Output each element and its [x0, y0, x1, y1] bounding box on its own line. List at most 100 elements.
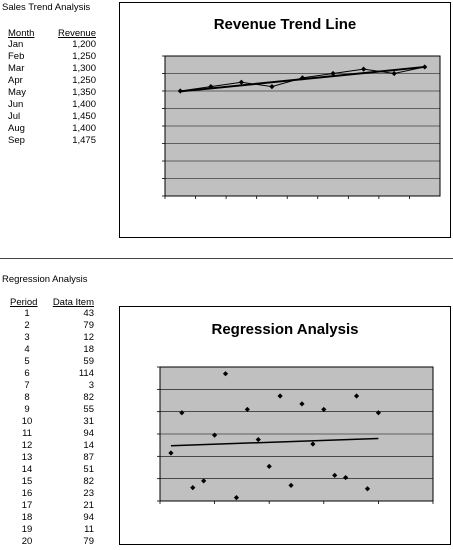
month-cell: Sep: [8, 135, 25, 146]
data-point: [168, 450, 174, 456]
revenue-cell: 1,475: [72, 135, 96, 146]
period-cell: 17: [21, 500, 33, 511]
table-row: 5 59: [10, 356, 94, 368]
table-row: 14 51: [10, 464, 94, 476]
data-point: [422, 64, 428, 70]
month-cell: May: [8, 87, 26, 98]
table-row: 12 14: [10, 440, 94, 452]
month-cell: Jul: [8, 111, 21, 122]
month-cell: Jan: [8, 39, 24, 50]
table-row: Aug 1,400: [8, 123, 96, 135]
data-item-cell: 114: [78, 368, 94, 379]
data-item-cell: 82: [83, 392, 94, 403]
data-item-cell: 94: [83, 428, 94, 439]
period-cell: 18: [21, 512, 33, 523]
period-cell: 20: [21, 536, 33, 547]
table-row: 6 114: [10, 368, 94, 380]
period-cell: 10: [21, 416, 33, 427]
trend-line: [170, 437, 379, 447]
period-column-header: Period: [10, 296, 38, 308]
sales-table: Month Revenue Jan 1,200 Feb 1,250 Mar 1,300 Ap…: [8, 27, 96, 147]
data-point: [330, 70, 336, 77]
table-row: 10 31: [10, 416, 94, 428]
table-row: 16 23: [10, 488, 94, 500]
chart-title: Regression Analysis: [211, 321, 358, 338]
data-item-cell: 87: [83, 452, 94, 463]
month-cell: Aug: [8, 123, 25, 134]
table-row: 3 12: [10, 332, 94, 344]
revenue-cell: 1,250: [72, 51, 96, 62]
data-item-cell: 14: [83, 440, 94, 451]
period-cell: 6: [24, 368, 30, 379]
data-item-cell: 59: [83, 356, 94, 367]
month-cell: Feb: [8, 51, 25, 62]
table-row: Jul 1,450: [8, 111, 96, 123]
table-row: Jun 1,400: [8, 99, 96, 111]
table-row: 20 79: [10, 536, 94, 548]
regression-table: Period Data Item 1 43 2 79 3 12 4 18 5 59 6 114 7 3 8 8…: [10, 296, 94, 548]
table-row: May 1,350: [8, 87, 96, 99]
table-row: 2 79: [10, 320, 94, 332]
table-row: 11 94: [10, 428, 94, 440]
data-item-cell: 11: [84, 524, 94, 535]
revenue-cell: 1,350: [72, 87, 96, 98]
table-row: Jan 1,200: [8, 39, 96, 51]
data-item-cell: 94: [83, 512, 94, 523]
section-divider: [0, 258, 453, 259]
revenue-cell: 1,400: [72, 99, 96, 110]
regression-scatter-chart: Regression Analysis: [157, 321, 434, 504]
data-point: [269, 84, 275, 90]
period-cell: 1: [24, 308, 30, 319]
trend-line: [180, 65, 425, 93]
table-row: 13 87: [10, 452, 94, 464]
sales-section-title: Sales Trend Analysis: [2, 2, 91, 13]
chart-title: Revenue Trend Line: [214, 16, 357, 33]
period-cell: 7: [24, 380, 30, 391]
revenue-column-header: Revenue: [57, 27, 96, 39]
period-cell: 11: [22, 428, 32, 439]
table-row: 18 94: [10, 512, 94, 524]
data-item-cell: 12: [83, 332, 94, 343]
period-cell: 2: [24, 320, 30, 331]
table-row: 15 82: [10, 476, 94, 488]
data-item-cell: 18: [83, 344, 94, 355]
table-row: 19 11: [10, 524, 94, 536]
period-cell: 3: [24, 332, 30, 343]
period-cell: 4: [24, 344, 30, 355]
period-cell: 13: [21, 452, 33, 463]
period-cell: 14: [21, 464, 33, 475]
revenue-cell: 1,400: [72, 123, 96, 134]
table-row: Sep 1,475: [8, 135, 96, 147]
table-row: Mar 1,300: [8, 63, 96, 75]
data-item-cell: 79: [83, 320, 94, 331]
period-cell: 8: [24, 392, 30, 403]
table-row: 17 21: [10, 500, 94, 512]
data-item-cell: 21: [83, 500, 94, 511]
data-item-cell: 79: [83, 536, 94, 547]
data-point: [361, 66, 367, 72]
data-item-column-header: Data Item: [52, 296, 94, 308]
table-row: 1 43: [10, 308, 94, 320]
data-point: [222, 371, 229, 377]
revenue-trend-chart: Revenue Trend Line: [162, 16, 441, 199]
data-item-cell: 51: [83, 464, 94, 475]
revenue-cell: 1,300: [72, 63, 96, 74]
data-item-cell: 3: [88, 380, 94, 391]
month-cell: Apr: [8, 75, 23, 86]
period-cell: 5: [24, 356, 30, 367]
month-cell: Jun: [8, 99, 24, 110]
data-item-cell: 55: [83, 404, 94, 415]
data-item-cell: 23: [83, 488, 94, 499]
data-point: [299, 75, 306, 81]
table-row: 9 55: [10, 404, 94, 416]
revenue-cell: 1,450: [72, 111, 96, 122]
table-row: Apr 1,250: [8, 75, 96, 87]
data-point: [310, 441, 316, 447]
regression-chart-frame: Regression Analysis: [119, 306, 451, 545]
month-column-header: Month: [8, 27, 35, 39]
revenue-chart-frame: Revenue Trend Line: [119, 2, 451, 238]
period-cell: 16: [21, 488, 33, 499]
month-cell: Mar: [8, 63, 25, 74]
table-row: 4 18: [10, 344, 94, 356]
